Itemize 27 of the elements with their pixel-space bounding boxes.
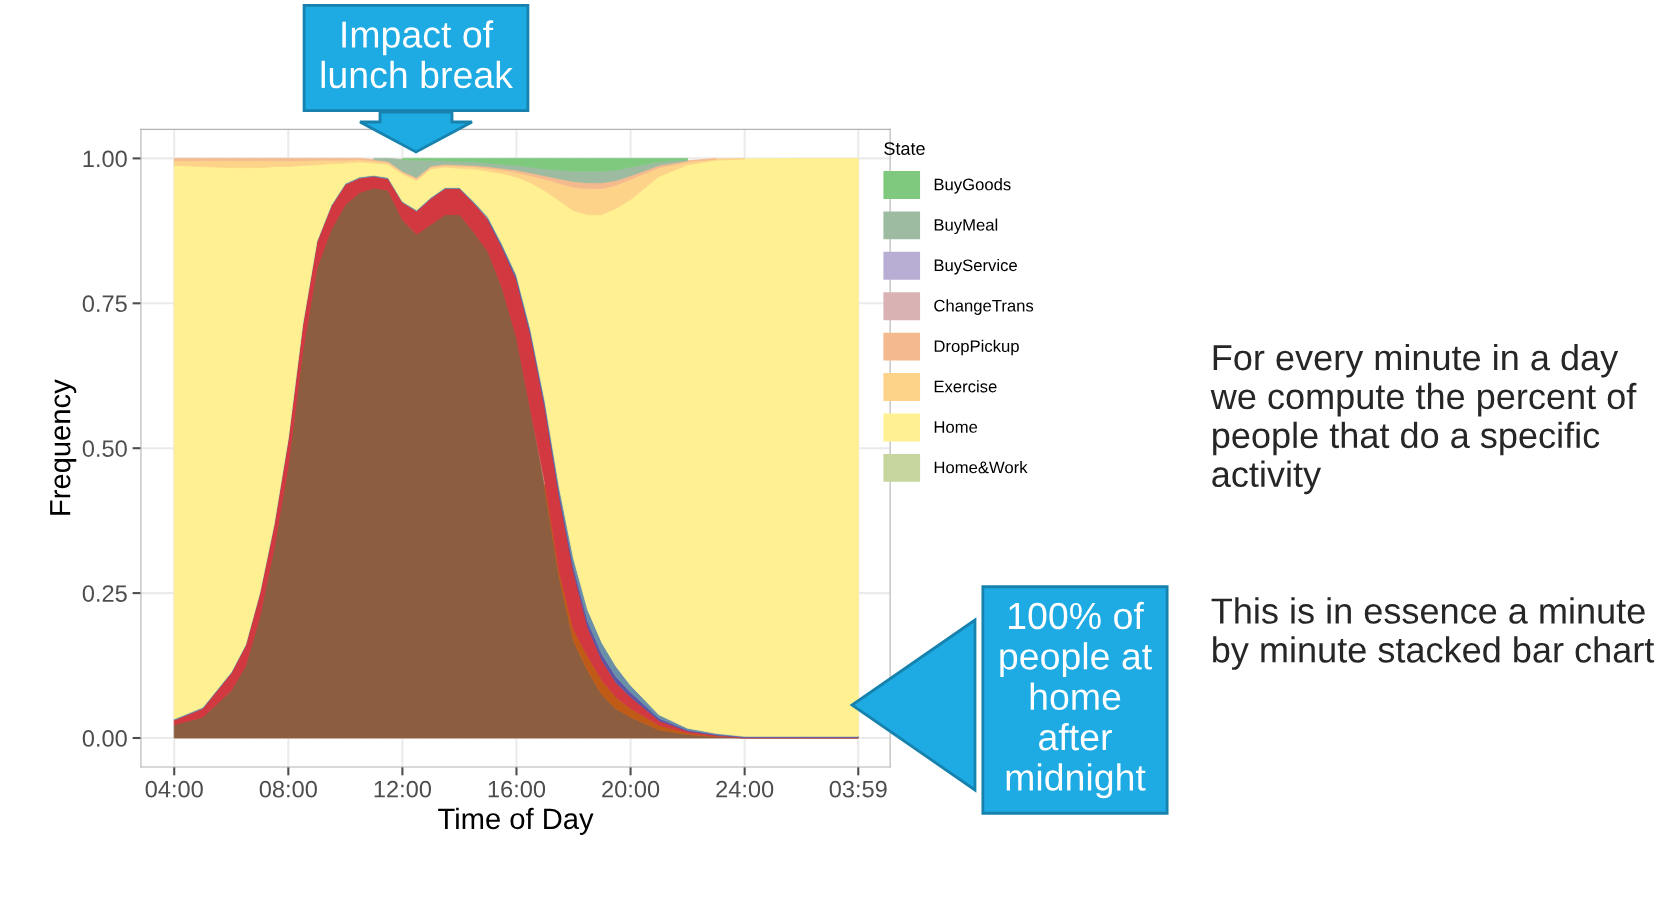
legend-label: ChangeTrans [934,299,1034,315]
legend-label: Exercise [934,380,997,393]
x-tick-label: 20:00 [602,780,660,798]
legend-label: DropPickup [934,339,1019,356]
legend-label: BuyService [934,258,1017,275]
y-tick-label: 0.00 [82,730,127,747]
text: This is in essence a minute by minute stacked bar chart [1211,597,1655,670]
x-axis-title: Time of Day [438,807,594,835]
legend-label: Home [934,421,978,433]
x-tick-label: 08:00 [259,780,317,798]
legend-label: BuyGoods [934,178,1011,194]
x-tick-label: 04:00 [145,780,203,798]
legend-title: State [884,142,925,155]
y-tick-label: 0.75 [82,295,127,313]
x-tick-label: 03:59 [829,780,887,798]
legend-label: Home&Work [934,461,1028,474]
x-tick-label: 12:00 [374,780,432,798]
y-tick-label: 1.00 [83,150,127,168]
y-axis-title: Frequency [50,379,77,515]
text: 100% of people at home after midnight [1000,601,1152,799]
legend-label: BuyMeal [934,218,998,235]
text: Impact of lunch break [321,20,513,89]
y-tick-label: 0.25 [82,585,127,602]
y-tick-label: 0.50 [82,440,127,457]
x-tick-label: 16:00 [488,780,546,798]
text: For every minute in a day we compute the percent of people that do a specific activity [1210,343,1637,495]
x-tick-label: 24:00 [716,780,774,798]
